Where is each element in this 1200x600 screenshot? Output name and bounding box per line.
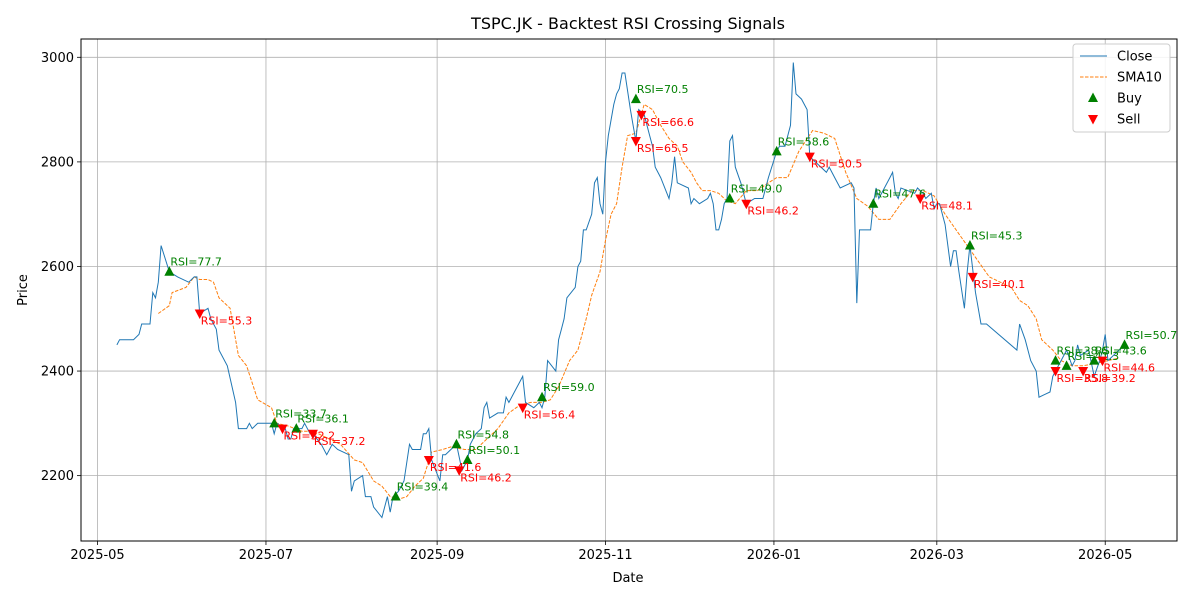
buy-marker (1061, 360, 1072, 370)
sell-annotation: RSI=46.2 (460, 471, 512, 484)
x-tick-label: 2025-05 (70, 548, 124, 563)
legend-label: Sell (1117, 113, 1140, 128)
buy-marker (1050, 355, 1061, 365)
buy-marker (1089, 355, 1100, 365)
sell-annotation: RSI=37.2 (314, 435, 366, 448)
y-axis-ticks: 2200 2400 2600 2800 3000 (41, 51, 81, 484)
legend-label: SMA10 (1117, 71, 1162, 86)
legend: Close SMA10 Buy Sell (1072, 43, 1171, 133)
buy-marker (771, 145, 782, 156)
y-tick-label: 2800 (41, 155, 74, 170)
sell-marker (307, 429, 318, 440)
y-tick-label: 2200 (41, 469, 74, 484)
buy-marker (964, 240, 975, 250)
y-tick-label: 2400 (41, 365, 74, 380)
buy-annotation: RSI=50.1 (468, 444, 520, 457)
legend-label: Close (1117, 50, 1152, 65)
x-tick-label: 2025-11 (578, 548, 632, 563)
sell-marker (804, 152, 815, 163)
sell-annotation: RSI=65.5 (637, 142, 689, 155)
sell-annotation: RSI=55.3 (201, 315, 253, 328)
buy-marker (462, 454, 473, 464)
buy-annotation: RSI=77.7 (170, 256, 222, 269)
sell-marker (915, 194, 926, 204)
buy-marker (164, 266, 175, 276)
buy-annotation: RSI=70.5 (637, 83, 689, 96)
x-tick-label: 2026-01 (747, 548, 801, 563)
sell-marker (630, 136, 641, 147)
buy-marker (390, 491, 401, 501)
legend-box (1072, 43, 1171, 133)
buy-marker (291, 423, 302, 433)
buy-annotation: RSI=38.6 (1057, 345, 1109, 358)
buy-annotation: RSI=43.6 (1095, 345, 1147, 358)
buy-annotation: RSI=36.1 (297, 413, 349, 426)
buy-marker (1119, 339, 1130, 349)
buy-annotation: RSI=41.3 (1068, 350, 1120, 363)
close-line (116, 62, 1125, 519)
x-tick-label: 2026-03 (910, 548, 964, 563)
buy-annotation: RSI=47.6 (874, 188, 926, 201)
sell-annotation: RSI=48.1 (921, 199, 973, 212)
buy-marker (868, 198, 879, 208)
sell-annotation: RSI=39.2 (1084, 372, 1136, 385)
sell-marker (423, 455, 434, 466)
close-series (116, 62, 1125, 519)
x-axis-label: Date (612, 571, 643, 586)
buy-annotation: RSI=54.8 (457, 428, 509, 441)
y-axis-label: Price (16, 274, 31, 306)
buy-marker (537, 391, 548, 402)
x-axis-ticks: 2025-05 2025-07 2025-09 2025-11 2026-01 2026-… (70, 541, 1132, 563)
sell-marker (194, 309, 205, 320)
sell-annotation: RSI=46.2 (747, 205, 799, 218)
buy-annotation: RSI=59.0 (543, 381, 595, 394)
sell-marker (277, 424, 288, 435)
y-tick-label: 3000 (41, 51, 74, 66)
x-tick-label: 2025-07 (239, 548, 293, 563)
legend-buy-swatch (1088, 92, 1098, 102)
x-tick-label: 2026-05 (1078, 548, 1132, 563)
y-tick-label: 2600 (41, 260, 74, 275)
sell-annotation: RSI=40.1 (974, 278, 1026, 291)
x-tick-label: 2025-09 (410, 548, 464, 563)
buy-annotation: RSI=49.0 (731, 182, 783, 195)
buy-marker (269, 417, 280, 428)
sell-marker (1050, 367, 1061, 377)
legend-label: Buy (1117, 92, 1142, 107)
buy-marker (724, 192, 735, 203)
sell-annotation: RSI=32.2 (284, 430, 336, 443)
sell-marker (636, 110, 647, 121)
grid (81, 39, 1177, 541)
sell-marker (967, 272, 978, 283)
sell-annotation: RSI=50.5 (811, 158, 863, 171)
sell-annotation: RSI=44.6 (1103, 362, 1155, 375)
sell-marker (1097, 356, 1108, 367)
buy-marker (630, 93, 641, 104)
sell-annotation: RSI=35.8 (1057, 372, 1109, 385)
buy-marker (451, 438, 462, 449)
sell-marker (517, 403, 528, 414)
buy-annotation: RSI=58.6 (778, 135, 830, 148)
chart-title: TSPC.JK - Backtest RSI Crossing Signals (470, 14, 785, 33)
sell-marker (1078, 367, 1089, 377)
buy-annotation: RSI=45.3 (971, 230, 1023, 243)
sell-marker (454, 466, 465, 476)
sell-annotation: RSI=56.4 (524, 409, 576, 422)
sell-marker (741, 199, 752, 210)
plot-frame (80, 38, 1178, 542)
legend-sell-swatch (1088, 115, 1098, 125)
buy-annotation: RSI=50.7 (1126, 329, 1178, 342)
buy-annotation: RSI=39.4 (397, 481, 449, 494)
buy-annotation: RSI=33.7 (275, 407, 327, 420)
sell-annotation: RSI=66.6 (642, 116, 694, 129)
